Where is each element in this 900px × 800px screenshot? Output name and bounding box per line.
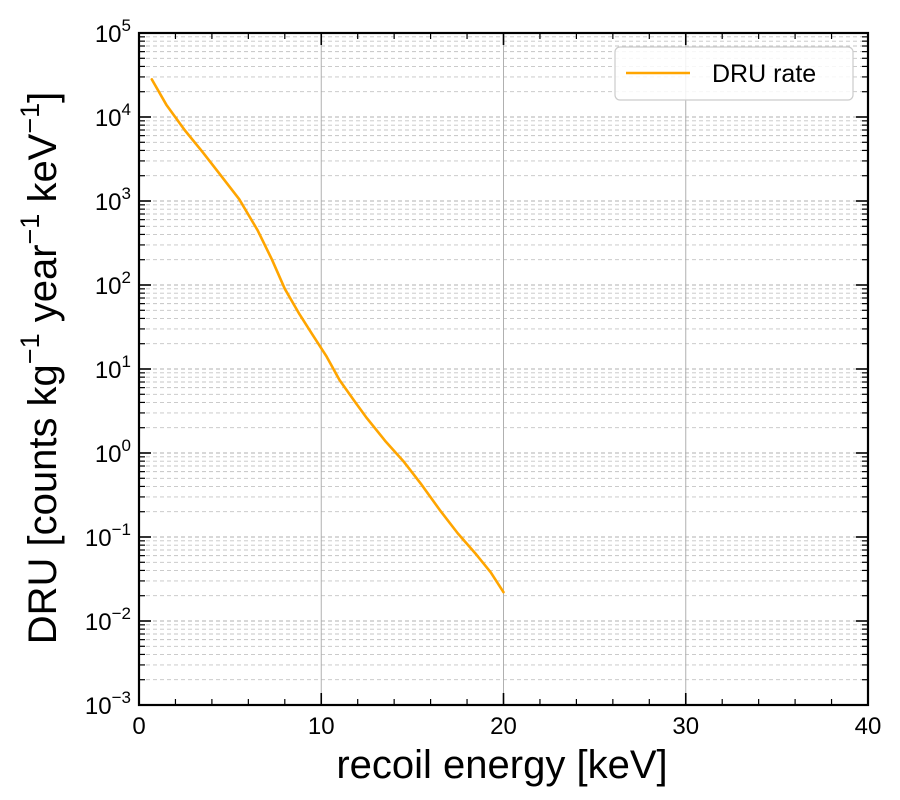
legend-box (614, 46, 854, 101)
y-tick-label: 101 (95, 352, 131, 384)
y-tick-label: 104 (95, 100, 131, 132)
y-tick-label: 10−3 (85, 688, 131, 720)
y-tick-label: 10−1 (85, 520, 131, 552)
y-tick-labels: 10−3 10−2 10−1 100 101 102 103 104 105 (85, 16, 131, 720)
y-tick-label: 103 (95, 184, 131, 216)
x-axis-title: recoil energy [keV] (336, 743, 667, 787)
series-layer (150, 78, 505, 594)
y-axis-title-part: year (21, 244, 65, 333)
x-tick-label: 10 (308, 713, 335, 740)
y-axis-title-part: ] (21, 92, 65, 103)
legend-label: DRU rate (712, 60, 816, 88)
y-tick-label: 10−2 (85, 604, 131, 636)
tick-marks (138, 33, 869, 706)
x-tick-label: 0 (132, 713, 145, 740)
y-tick-label: 105 (95, 16, 131, 48)
y-axis-title-part: keV (21, 133, 65, 213)
y-axis-title-sup: −1 (15, 214, 45, 245)
y-axis-title-part: DRU [counts kg (21, 364, 65, 644)
x-tick-label: 20 (490, 713, 517, 740)
y-axis-title-sup: −1 (15, 333, 45, 364)
x-tick-labels: 0 10 20 30 40 (132, 713, 881, 740)
legend: DRU rate (614, 46, 854, 101)
series-line-dru-rate (150, 78, 505, 594)
y-axis-title: DRU [counts kg−1 year−1 keV−1] (15, 92, 65, 645)
x-tick-label: 30 (672, 713, 699, 740)
y-axis-title-sup: −1 (15, 103, 45, 134)
y-tick-label: 100 (95, 436, 131, 468)
y-tick-label: 102 (95, 268, 131, 300)
x-tick-label: 40 (855, 713, 882, 740)
grid-lines (139, 33, 868, 706)
